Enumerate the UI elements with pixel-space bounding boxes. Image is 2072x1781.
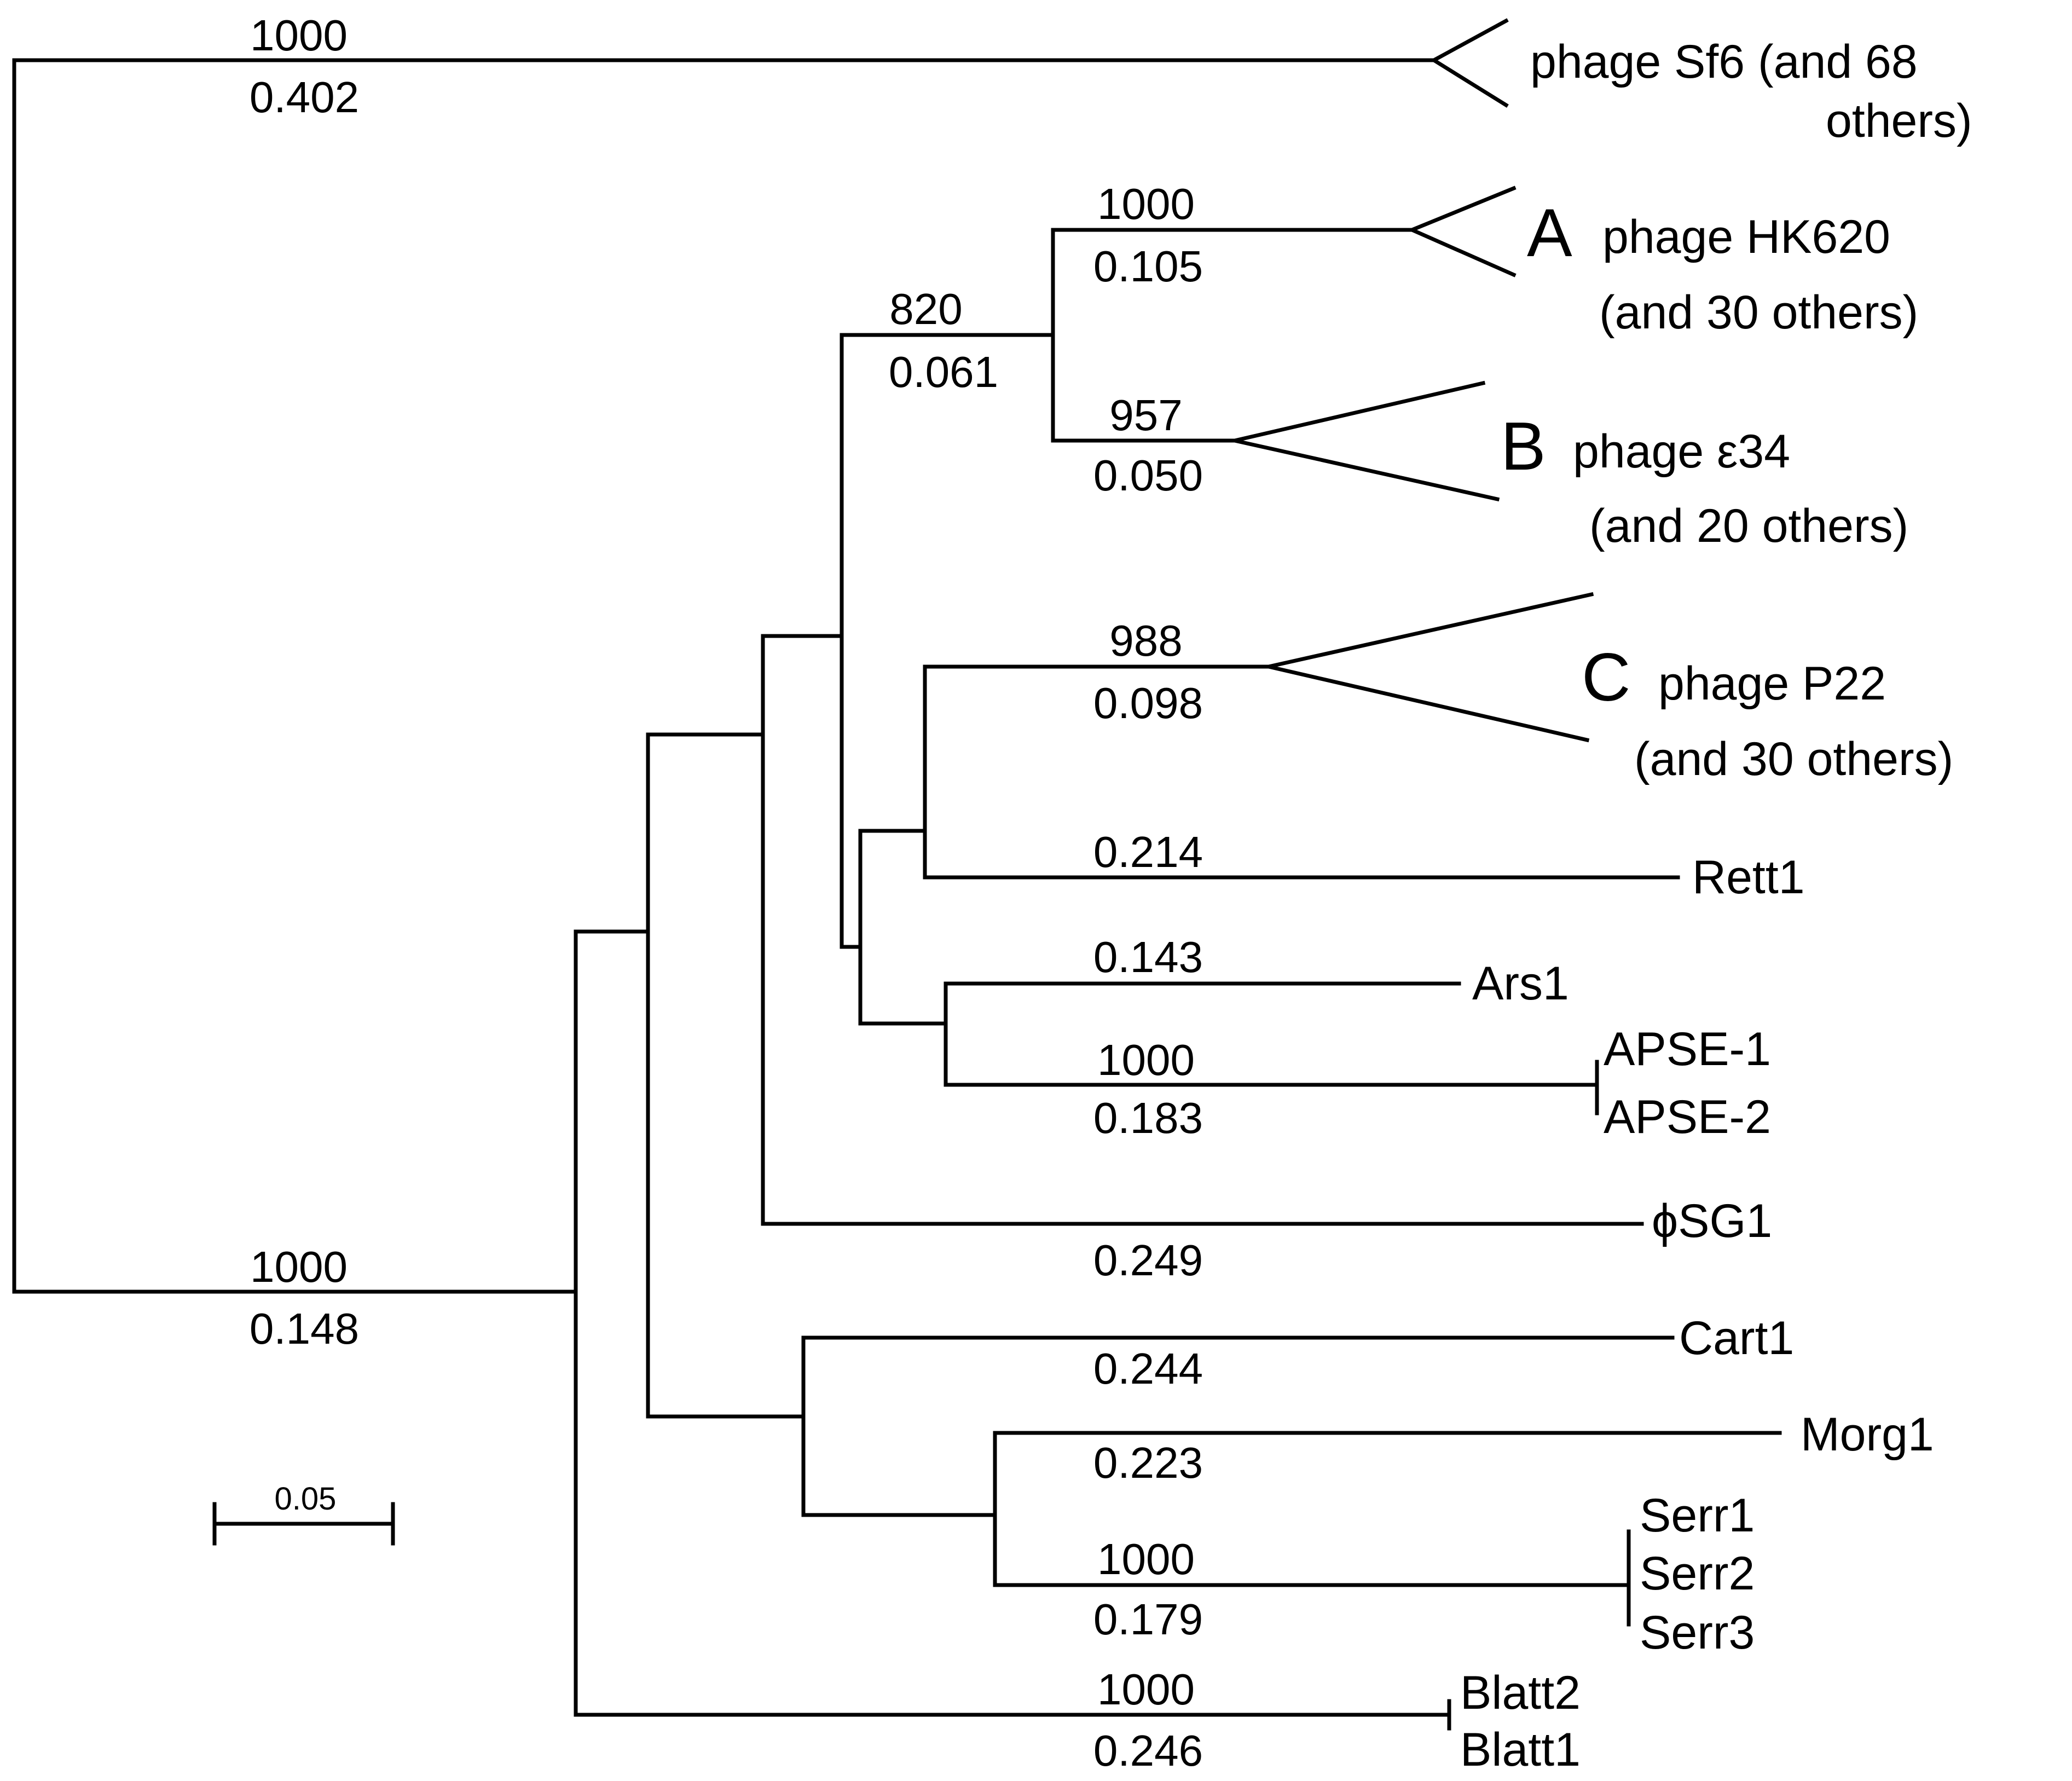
length-sg1: 0.249 — [1093, 1236, 1203, 1285]
bootstrap-main: 1000 — [250, 1242, 348, 1291]
length-serr: 0.179 — [1093, 1595, 1203, 1644]
leaf-serr1: Serr1 — [1640, 1489, 1755, 1542]
clade-a-label-line2: (and 30 others) — [1599, 286, 1918, 339]
length-cart1: 0.244 — [1093, 1344, 1203, 1393]
clade-a-label-line1: phage HK620 — [1602, 211, 1890, 263]
leaf-serr2: Serr2 — [1640, 1547, 1755, 1600]
bootstrap-apse: 1000 — [1097, 1036, 1195, 1084]
scale-bar-label: 0.05 — [275, 1481, 337, 1517]
clade-b-label-line1: phage ε34 — [1573, 425, 1790, 478]
clade-a-wedge — [1407, 186, 1517, 277]
leaf-blatt2: Blatt2 — [1460, 1667, 1581, 1719]
clade-sf6-label-line1: phage Sf6 (and 68 — [1530, 36, 1918, 88]
length-a: 0.105 — [1093, 242, 1203, 291]
clade-c-letter: C — [1582, 640, 1631, 715]
clade-c-label-line2: (and 30 others) — [1634, 733, 1953, 785]
clade-labels: phage Sf6 (and 68 others) A phage HK620 … — [1501, 36, 1972, 785]
clade-c-label-line1: phage P22 — [1658, 657, 1886, 710]
leaf-sg1: ϕSG1 — [1652, 1195, 1772, 1247]
length-b: 0.050 — [1093, 451, 1203, 500]
clade-sf6-wedge — [1430, 18, 1509, 108]
bootstrap-c: 988 — [1109, 616, 1182, 665]
leaf-labels: Rett1 Ars1 APSE-1 APSE-2 ϕSG1 Cart1 Morg… — [1460, 851, 1934, 1776]
leaf-cart1: Cart1 — [1679, 1312, 1794, 1364]
clade-c-wedge — [1268, 592, 1594, 743]
length-main: 0.148 — [250, 1304, 359, 1353]
scale-bar: 0.05 — [212, 1481, 395, 1546]
bootstrap-sf6: 1000 — [250, 11, 348, 60]
scale-bar-line — [212, 1502, 395, 1546]
leaf-apse2: APSE-2 — [1604, 1091, 1771, 1143]
leaf-rett1: Rett1 — [1692, 851, 1805, 904]
bootstrap-ab: 820 — [889, 285, 962, 333]
length-rett1: 0.214 — [1093, 828, 1203, 876]
length-blatt: 0.246 — [1093, 1726, 1203, 1775]
leaf-apse1: APSE-1 — [1604, 1023, 1771, 1075]
clade-b-letter: B — [1501, 409, 1546, 484]
length-ars1: 0.143 — [1093, 933, 1203, 981]
leaf-morg1: Morg1 — [1801, 1408, 1934, 1461]
bootstrap-serr: 1000 — [1097, 1535, 1195, 1583]
branch-values: 1000 0.402 1000 0.148 820 0.061 1000 0.1… — [250, 11, 1203, 1775]
length-apse: 0.183 — [1093, 1094, 1203, 1142]
clade-b-label-line2: (and 20 others) — [1589, 500, 1908, 552]
tree-branches — [12, 18, 1782, 1731]
clade-a-letter: A — [1527, 195, 1572, 271]
clade-sf6-label-line2: others) — [1826, 95, 1972, 147]
length-c: 0.098 — [1093, 679, 1203, 727]
leaf-ars1: Ars1 — [1472, 957, 1569, 1010]
clade-b-wedge — [1234, 380, 1500, 502]
length-ab: 0.061 — [889, 348, 998, 396]
bootstrap-blatt: 1000 — [1097, 1665, 1195, 1714]
bootstrap-a: 1000 — [1097, 180, 1195, 228]
bootstrap-b: 957 — [1109, 391, 1182, 440]
length-morg1: 0.223 — [1093, 1438, 1203, 1487]
leaf-serr3: Serr3 — [1640, 1606, 1755, 1659]
leaf-blatt1: Blatt1 — [1460, 1724, 1581, 1776]
length-sf6: 0.402 — [250, 73, 359, 122]
